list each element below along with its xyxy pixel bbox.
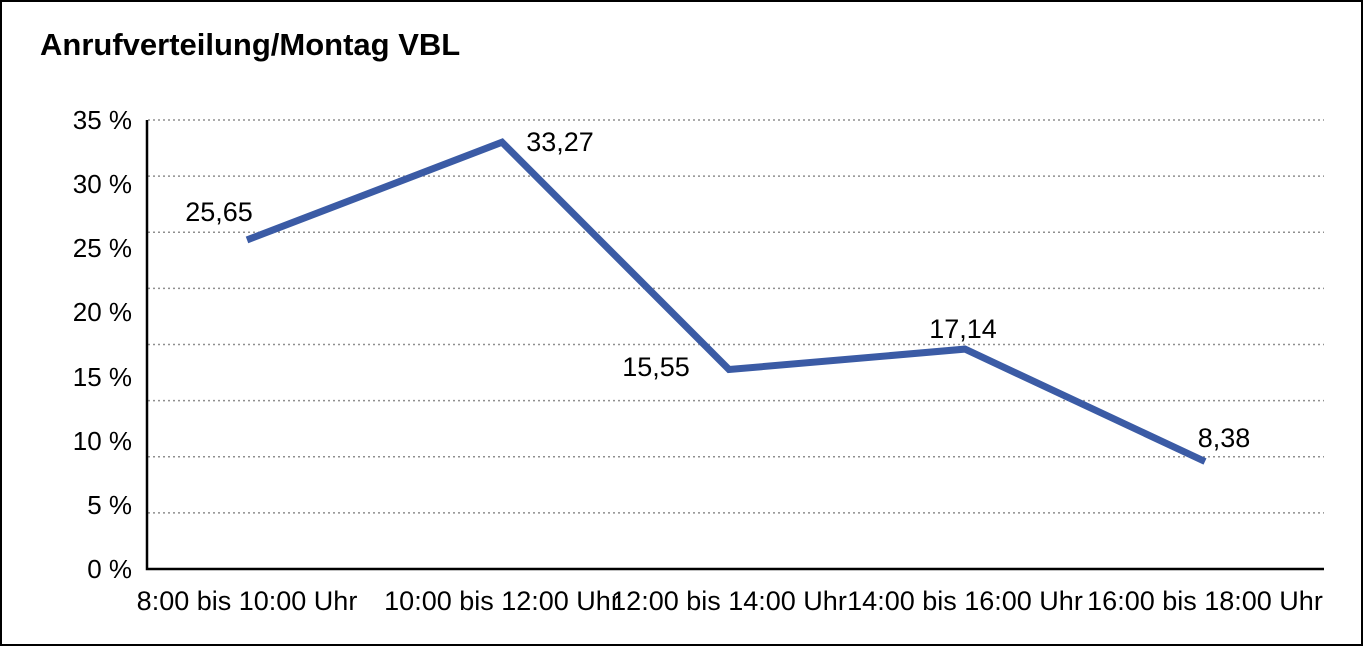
x-axis-category-label: 12:00 bis 14:00 Uhr (611, 586, 847, 616)
x-axis-category-label: 10:00 bis 12:00 Uhr (384, 586, 620, 616)
y-axis-tick-label: 30 % (72, 169, 132, 200)
x-axis-category-label: 8:00 bis 10:00 Uhr (136, 586, 358, 616)
y-axis-tick-label: 10 % (72, 425, 132, 456)
data-point-label: 25,65 (185, 196, 253, 227)
data-point-label: 17,14 (929, 314, 997, 345)
data-point-label: 8,38 (1197, 423, 1251, 454)
y-axis-tick-label: 35 % (72, 105, 132, 135)
y-axis-tick-label: 25 % (72, 233, 132, 264)
axis-lines (145, 120, 1324, 571)
data-line-series (245, 138, 1207, 465)
y-axis-tick-label: 20 % (72, 297, 132, 328)
x-axis-category-label: 14:00 bis 16:00 Uhr (847, 586, 1083, 616)
chart-title: Anrufverteilung/Montag VBL (40, 27, 461, 62)
y-axis-tick-label: 0 % (87, 554, 132, 584)
y-axis-tick-label: 5 % (87, 489, 132, 520)
data-point-label: 15,55 (622, 351, 690, 382)
x-axis-category-label: 16:00 bis 18:00 Uhr (1087, 586, 1323, 616)
data-point-label: 33,27 (526, 127, 594, 158)
y-axis-tick-label: 15 % (72, 361, 132, 392)
